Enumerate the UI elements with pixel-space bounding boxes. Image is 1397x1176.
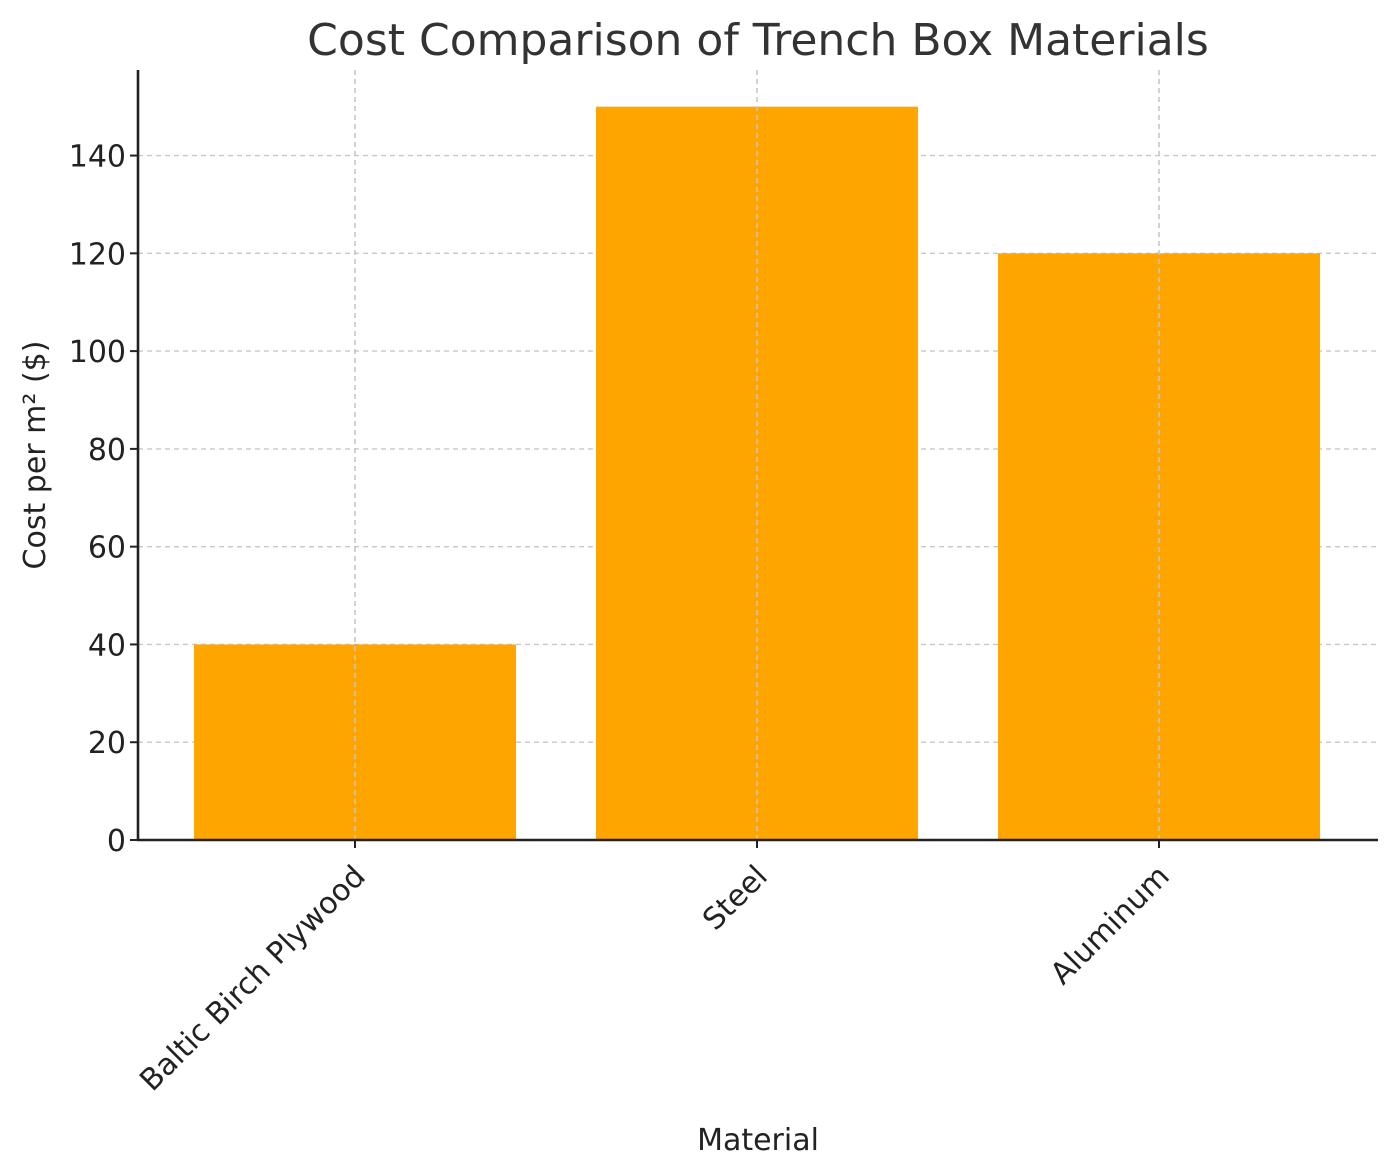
chart-title: Cost Comparison of Trench Box Materials — [307, 15, 1209, 66]
x-tick-label: Baltic Birch Plywood — [133, 859, 372, 1098]
y-tick-label: 0 — [107, 824, 126, 859]
bar-steel — [596, 106, 918, 840]
y-tick-label: 120 — [69, 237, 126, 272]
y-tick-label: 20 — [88, 726, 126, 761]
x-tick-label: Steel — [696, 859, 775, 938]
y-axis-label: Cost per m² ($) — [18, 341, 53, 570]
y-tick-label: 80 — [88, 433, 126, 468]
bar-layer — [194, 70, 1320, 841]
x-axis-label: Material — [697, 1123, 819, 1158]
y-tick-label: 140 — [69, 140, 126, 175]
y-tick-label: 40 — [88, 628, 126, 663]
y-tick-label: 60 — [88, 531, 126, 566]
y-tick-label: 100 — [69, 335, 126, 370]
x-tick-label: Aluminum — [1044, 859, 1177, 992]
